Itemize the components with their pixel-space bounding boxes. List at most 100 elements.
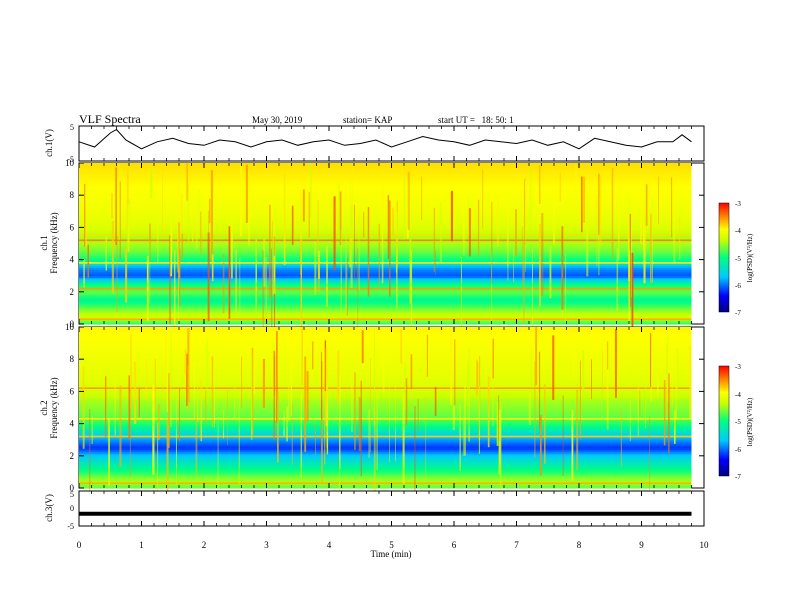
spectrogram-streak — [209, 198, 211, 224]
start-label-text: start UT = — [438, 115, 475, 125]
spectrogram-row — [79, 193, 692, 196]
spectrogram-streak — [105, 236, 107, 271]
spectrogram-streak — [162, 364, 164, 411]
spectrogram-row — [79, 433, 692, 437]
spectrogram-streak — [315, 422, 316, 455]
spectrogram-row — [79, 349, 692, 352]
spectrogram-streak — [288, 383, 290, 421]
spectrogram-streak — [479, 355, 481, 441]
spectrogram-streak — [235, 250, 237, 313]
spectrogram-streak — [498, 409, 501, 475]
spectrogram-row — [79, 395, 692, 399]
spectrogram-streak — [645, 184, 648, 226]
spectrogram-streak — [91, 416, 94, 445]
spectrogram-row — [79, 355, 692, 358]
spectrogram-streak — [179, 388, 180, 442]
spectrogram-row — [79, 483, 692, 487]
spectrogram-row — [79, 271, 692, 275]
spectrogram-row — [79, 445, 692, 449]
spectrogram-row — [79, 351, 692, 354]
spectrogram-row — [79, 173, 692, 176]
ch2-freq-ylabel-channel: ch.2 — [39, 400, 49, 415]
spectrogram-streak — [317, 200, 319, 254]
spectrogram-streak — [82, 366, 85, 449]
spectrogram-streak — [321, 351, 322, 419]
spectrogram-streak — [239, 165, 242, 237]
spectrogram-row — [79, 207, 692, 210]
spectrogram-row — [79, 369, 692, 372]
spectrogram-streak — [525, 222, 526, 272]
spectrogram-row — [79, 281, 692, 285]
spectrogram-streak — [642, 213, 644, 251]
spectrogram-streak — [286, 406, 288, 442]
spectrogram-row — [79, 241, 692, 245]
spectrogram-row — [79, 401, 692, 405]
spectrogram-streak — [535, 327, 538, 385]
spectrogram-row — [79, 215, 692, 218]
spectrogram-row — [79, 209, 692, 212]
spectrogram-streak — [241, 356, 243, 409]
spectrogram-row — [79, 375, 692, 378]
spectrogram-streak — [406, 192, 409, 239]
spectrogram-streak — [324, 340, 326, 392]
ch1-colorbar-tick: -4 — [735, 227, 741, 235]
spectrogram-streak — [581, 176, 583, 233]
spectrogram-streak — [544, 384, 546, 464]
spectrogram-row — [79, 321, 692, 325]
spectrogram-streak — [575, 164, 577, 207]
spectrogram-streak — [689, 345, 692, 419]
spectrogram-row — [79, 263, 692, 267]
spectrogram-streak — [239, 257, 241, 316]
spectrogram-streak — [210, 170, 214, 261]
spectrogram-row — [79, 255, 692, 259]
spectrogram-streak — [403, 176, 406, 239]
spectrogram-streak — [410, 251, 413, 348]
spectrogram-streak — [464, 383, 466, 456]
ch2-colorbar-scale — [718, 365, 730, 477]
spectrogram-streak — [222, 253, 225, 314]
spectrogram-row — [79, 455, 692, 459]
spectrogram-streak — [249, 180, 252, 217]
spectrogram-row — [79, 431, 692, 435]
freq-tick-label: 0 — [70, 319, 75, 329]
spectrogram-row — [79, 451, 692, 455]
spectrogram-row — [79, 295, 692, 299]
time-tick-label: 1 — [139, 540, 144, 550]
spectrogram-streak — [507, 198, 509, 267]
spectrogram-streak — [598, 173, 600, 235]
spectrogram-row — [79, 425, 692, 429]
spectrogram-streak — [667, 373, 670, 454]
spectrogram-streak — [192, 178, 194, 242]
spectrogram-row — [79, 345, 692, 348]
spectrogram-streak — [321, 361, 323, 455]
spectrogram-streak — [417, 399, 419, 432]
spectrogram-row — [79, 409, 692, 413]
spectrogram-row — [79, 201, 692, 204]
spectrogram-row — [79, 181, 692, 184]
spectrogram-streak — [376, 390, 378, 471]
spectrogram-row — [79, 187, 692, 190]
ch2-spectrogram-streaks — [82, 327, 692, 520]
spectrogram-row — [79, 269, 692, 273]
spectrogram-streak — [614, 328, 617, 398]
spectrogram-row — [79, 381, 692, 384]
spectrogram-streak — [434, 250, 436, 276]
spectrogram-streak — [382, 327, 385, 393]
spectrogram-streak — [676, 348, 679, 400]
spectrogram-row — [79, 291, 692, 295]
spectrogram-row — [79, 171, 692, 174]
ch3-waveform-panel: 5 0 -5 ch.3(V) — [44, 490, 705, 531]
spectrogram-row — [79, 225, 692, 228]
spectrogram-row — [79, 443, 692, 447]
spectrogram-streak — [271, 220, 273, 296]
time-axis: 0 1 2 3 4 5 6 7 8 9 10 — [77, 540, 709, 550]
spectrogram-streak — [426, 334, 428, 377]
spectrogram-row — [79, 473, 692, 477]
spectrogram-streak — [227, 389, 228, 446]
spectrogram-streak — [491, 252, 492, 340]
spectrogram-streak — [175, 394, 177, 485]
spectrogram-row — [79, 447, 692, 451]
spectrogram-streak — [157, 203, 159, 263]
spectrogram-row — [79, 301, 692, 305]
spectrogram-row — [79, 359, 692, 362]
